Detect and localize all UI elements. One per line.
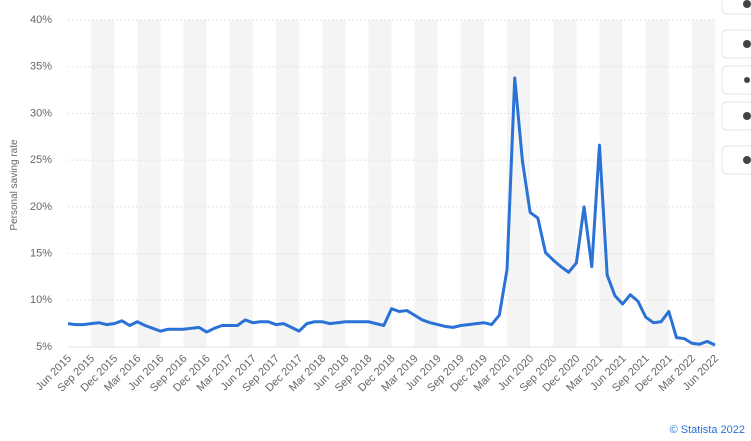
- tool-button[interactable]: [721, 29, 751, 59]
- band: [368, 20, 392, 347]
- y-tick-label: 10%: [30, 294, 52, 306]
- band: [322, 20, 346, 347]
- y-tick-label: 20%: [30, 201, 52, 213]
- tool-button[interactable]: [721, 101, 751, 131]
- band: [275, 20, 300, 347]
- band: [691, 20, 715, 347]
- band: [414, 20, 438, 347]
- band: [553, 20, 577, 347]
- y-axis-label: Personal saving rate: [9, 139, 20, 231]
- y-tick-label: 5%: [36, 341, 52, 353]
- tool-button[interactable]: [721, 145, 751, 175]
- band: [460, 20, 484, 347]
- band: [645, 20, 669, 347]
- credit: © Statista 2022: [670, 424, 745, 436]
- icon: [743, 0, 751, 8]
- icon: [743, 156, 751, 164]
- icon: [743, 40, 751, 48]
- band: [229, 20, 253, 347]
- icon: [744, 77, 750, 83]
- band: [91, 20, 115, 347]
- band: [183, 20, 207, 347]
- y-tick-label: 15%: [30, 247, 52, 259]
- band: [137, 20, 161, 347]
- y-tick-label: 40%: [30, 14, 52, 26]
- y-tick-label: 35%: [30, 61, 52, 73]
- toolbar: [721, 0, 751, 175]
- y-tick-label: 30%: [30, 107, 52, 119]
- y-tick-label: 25%: [30, 154, 52, 166]
- tool-button[interactable]: [721, 65, 751, 95]
- icon: [743, 112, 751, 120]
- line: [67, 76, 716, 347]
